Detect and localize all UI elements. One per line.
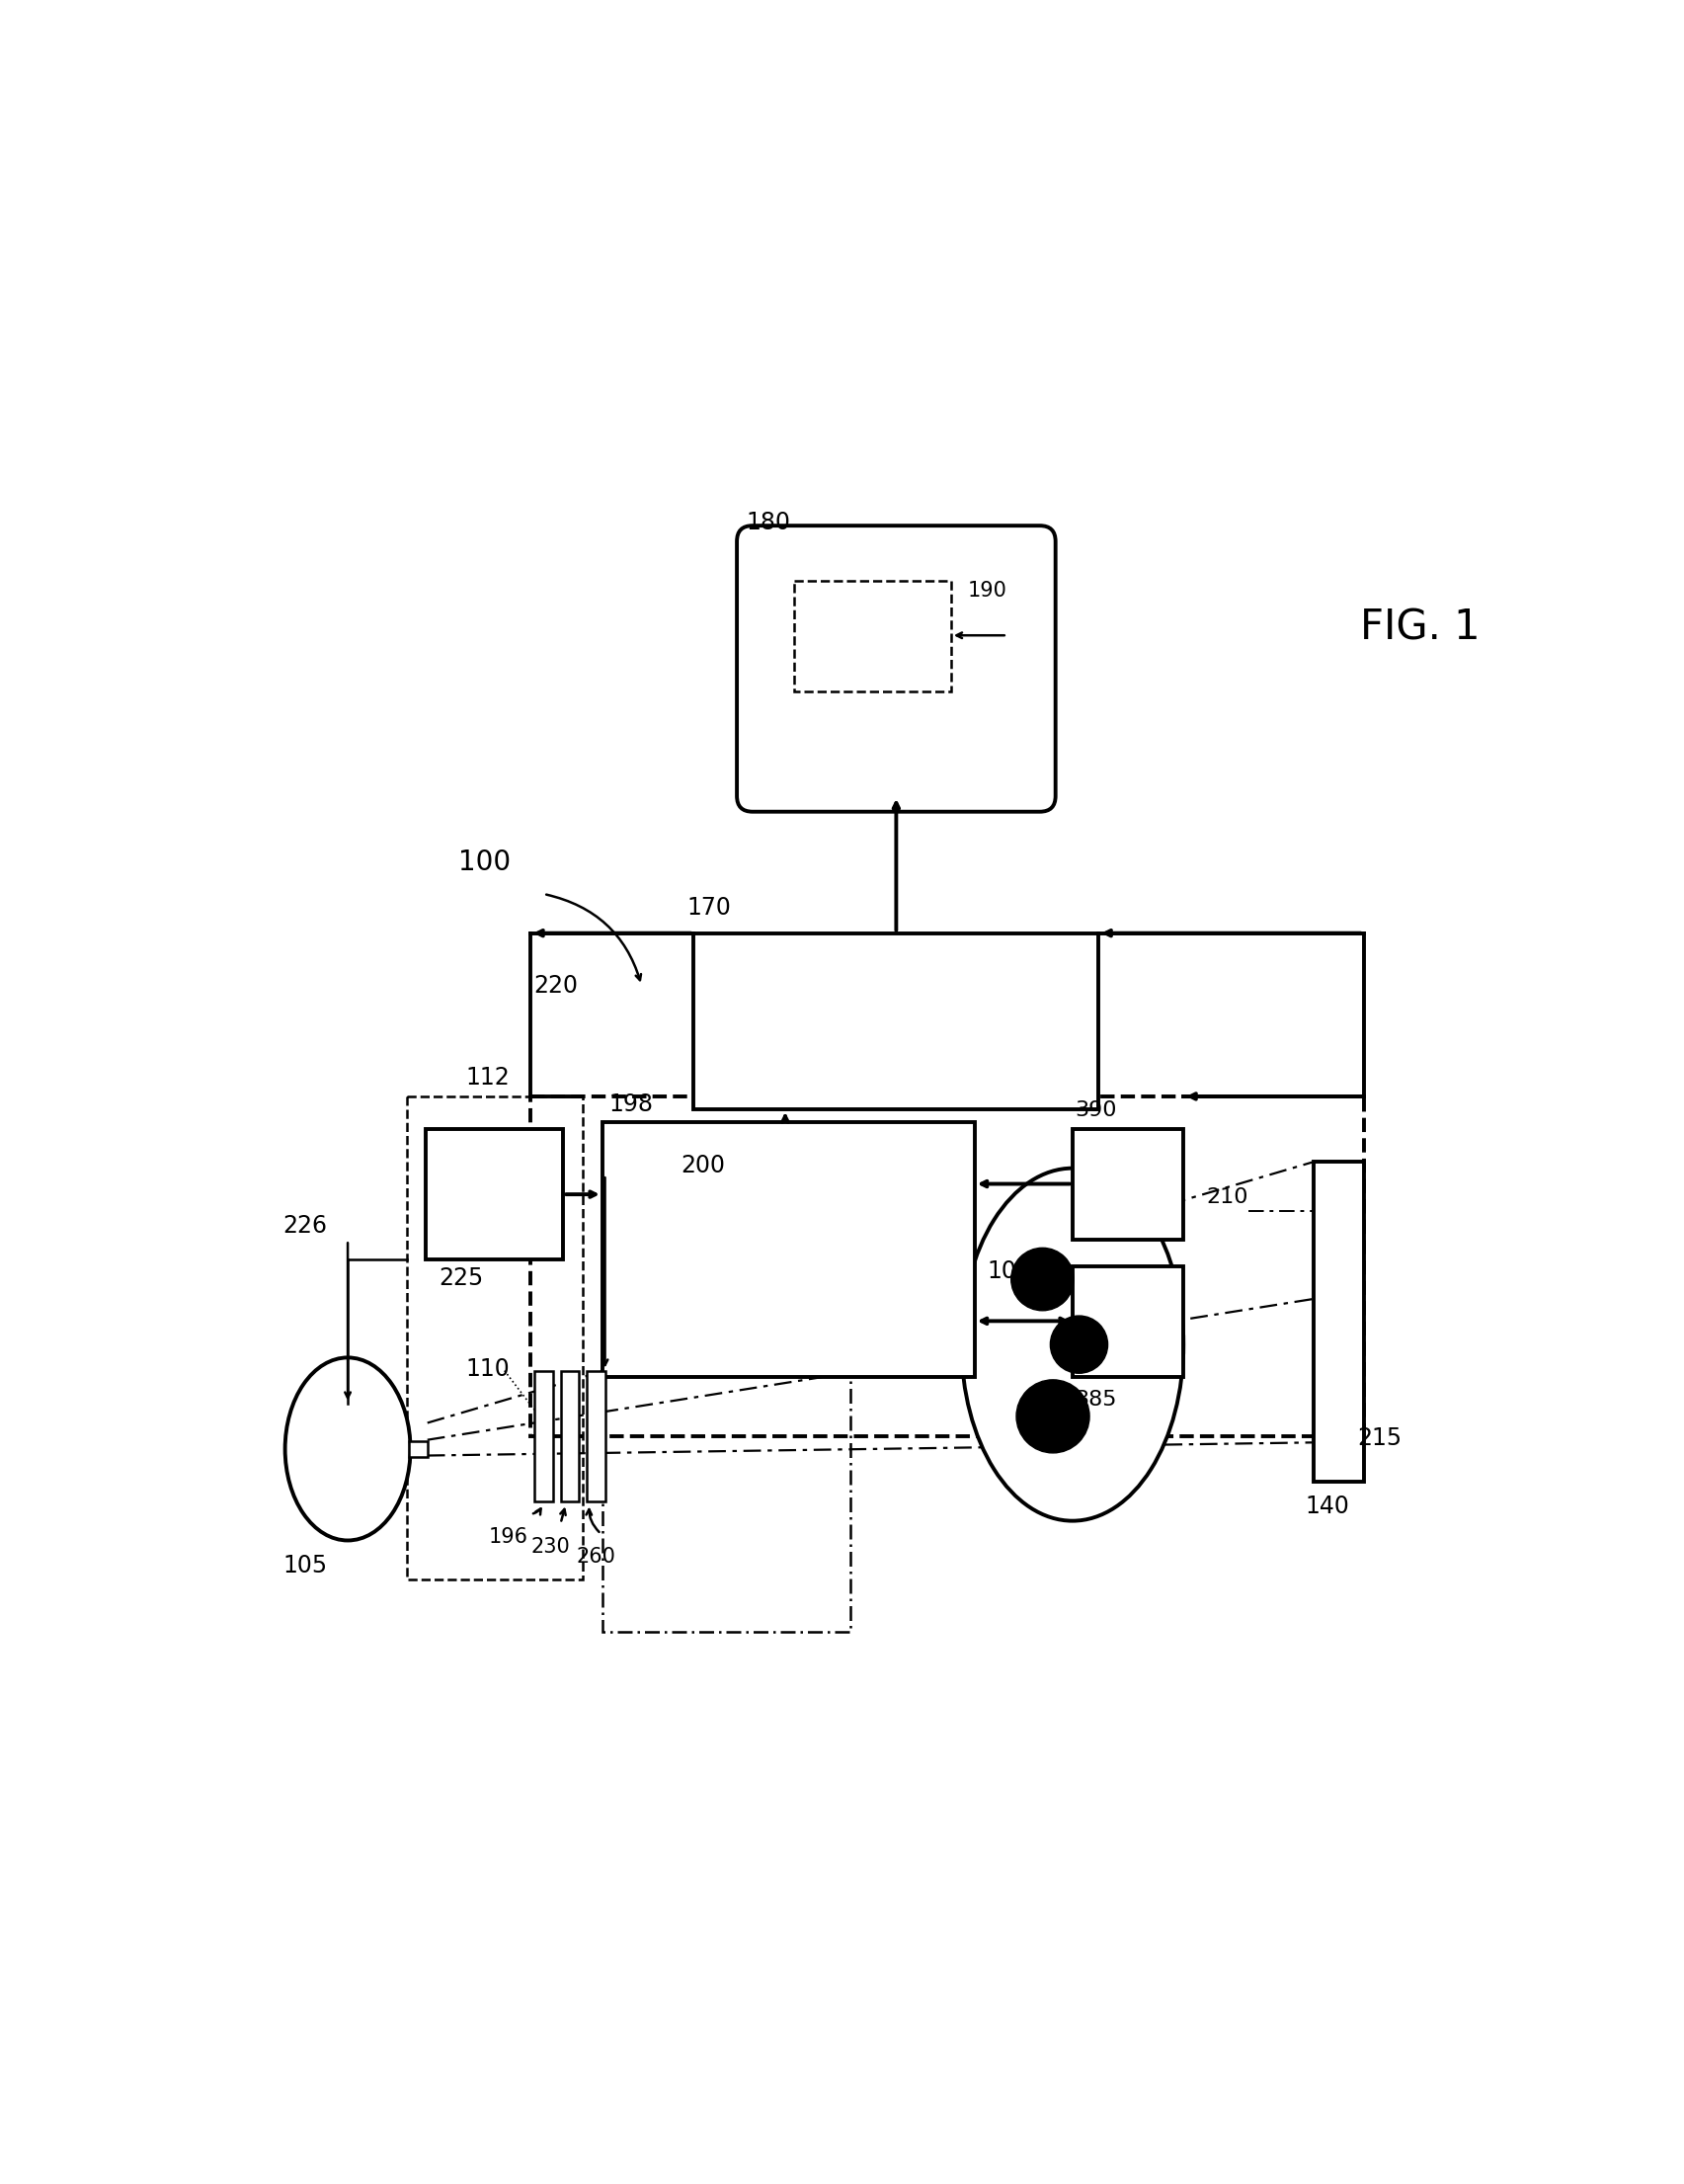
- Text: 190: 190: [967, 581, 1007, 601]
- Text: 110: 110: [465, 1358, 509, 1380]
- Text: 112: 112: [465, 1066, 509, 1090]
- Text: 225: 225: [440, 1267, 483, 1291]
- Text: 210: 210: [1206, 1188, 1248, 1208]
- Bar: [561, 1372, 579, 1500]
- Bar: [603, 1123, 973, 1378]
- Circle shape: [1049, 1315, 1106, 1374]
- Text: 230: 230: [530, 1538, 569, 1557]
- Text: 198: 198: [608, 1092, 653, 1116]
- Ellipse shape: [962, 1168, 1182, 1520]
- Text: 390: 390: [1074, 1101, 1116, 1120]
- Ellipse shape: [285, 1358, 411, 1540]
- Circle shape: [1015, 1380, 1090, 1452]
- Text: 140: 140: [1303, 1494, 1349, 1518]
- Bar: [406, 1096, 583, 1579]
- Bar: [530, 1096, 1362, 1435]
- Bar: [603, 1175, 850, 1631]
- Text: FIG. 1: FIG. 1: [1359, 607, 1479, 649]
- Bar: [534, 1372, 552, 1500]
- Text: 180: 180: [746, 511, 790, 535]
- Bar: [793, 581, 950, 692]
- Bar: [1073, 1267, 1182, 1378]
- Text: 215: 215: [1356, 1426, 1401, 1450]
- Bar: [409, 1441, 428, 1457]
- Text: 104: 104: [987, 1260, 1031, 1284]
- Bar: [1073, 1129, 1182, 1241]
- FancyBboxPatch shape: [736, 526, 1054, 812]
- Circle shape: [1010, 1247, 1073, 1310]
- Text: 100: 100: [458, 847, 510, 876]
- Text: 220: 220: [532, 974, 578, 998]
- Text: 170: 170: [687, 895, 731, 919]
- Text: 226: 226: [283, 1214, 327, 1238]
- Text: 105: 105: [283, 1553, 327, 1577]
- Bar: [426, 1129, 562, 1260]
- Text: 200: 200: [680, 1153, 724, 1177]
- Bar: [586, 1372, 605, 1500]
- Text: 385: 385: [1074, 1391, 1116, 1411]
- Text: 260: 260: [576, 1546, 615, 1566]
- Text: 196: 196: [488, 1527, 527, 1546]
- Bar: [694, 933, 1098, 1109]
- Bar: [1314, 1162, 1362, 1481]
